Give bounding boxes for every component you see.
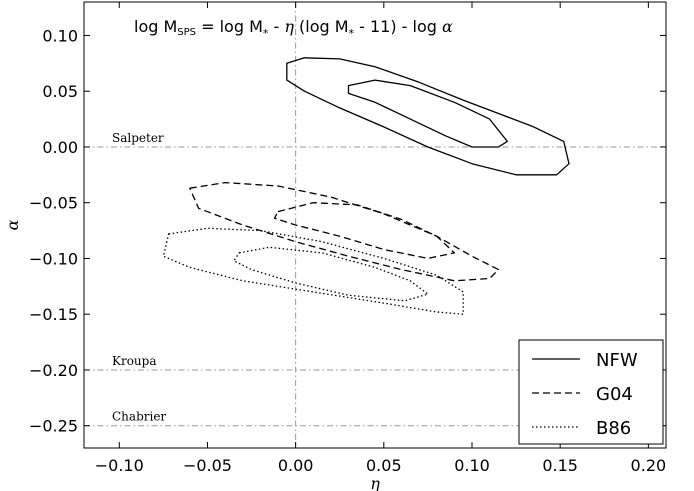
x-tick-label: 0.10: [454, 456, 490, 475]
y-tick-label: −0.15: [29, 305, 78, 324]
x-tick-label: 0.15: [542, 456, 578, 475]
axis-labels: η α: [3, 219, 380, 491]
legend-label: G04: [596, 384, 633, 405]
reference-label: Chabrier: [112, 410, 166, 424]
contour-line: [286, 57, 570, 176]
plot-area-frame: [83, 1, 667, 449]
axis-ticks: −0.10 −0.05 0.00 0.05 0.10 0.15 0.20 0.10 0.05 0.…: [29, 2, 666, 475]
y-tick-label: −0.10: [29, 249, 78, 268]
legend-box: [518, 339, 664, 445]
x-tick-label: 0.00: [278, 456, 314, 475]
contour-line: [347, 79, 508, 148]
contour-line: [162, 227, 464, 315]
legend-label: NFW: [596, 350, 638, 371]
series-nfw: [286, 57, 570, 176]
y-tick-label: −0.20: [29, 361, 78, 380]
reference-lines: Salpeter Kroupa Chabrier: [84, 2, 666, 448]
y-axis-label: α: [3, 219, 22, 230]
x-tick-label: −0.05: [183, 456, 232, 475]
y-tick-label: −0.25: [29, 417, 78, 436]
legend-label: B86: [596, 418, 631, 439]
x-tick-label: 0.05: [366, 456, 402, 475]
legend-item-b86: B86: [532, 418, 631, 439]
series-g04: [189, 181, 500, 282]
y-tick-label: 0.05: [42, 82, 78, 101]
contours: [162, 57, 570, 315]
x-tick-label: 0.20: [631, 456, 667, 475]
reference-label: Kroupa: [112, 354, 157, 368]
reference-label: Salpeter: [112, 131, 164, 145]
contour-line: [273, 202, 456, 260]
legend-item-g04: G04: [532, 384, 633, 405]
series-b86: [162, 227, 464, 315]
x-tick-label: −0.10: [95, 456, 144, 475]
y-tick-label: 0.10: [42, 26, 78, 45]
contour-line: [189, 181, 500, 282]
y-tick-label: −0.05: [29, 194, 78, 213]
x-axis-label: η: [370, 474, 380, 491]
legend-item-nfw: NFW: [532, 350, 638, 371]
y-tick-label: 0.00: [42, 138, 78, 157]
chart-title: log MSPS = log M* - η (log M* - 11) - lo…: [134, 17, 453, 40]
contour-line: [233, 246, 429, 302]
legend: NFW G04 B86: [518, 339, 664, 445]
